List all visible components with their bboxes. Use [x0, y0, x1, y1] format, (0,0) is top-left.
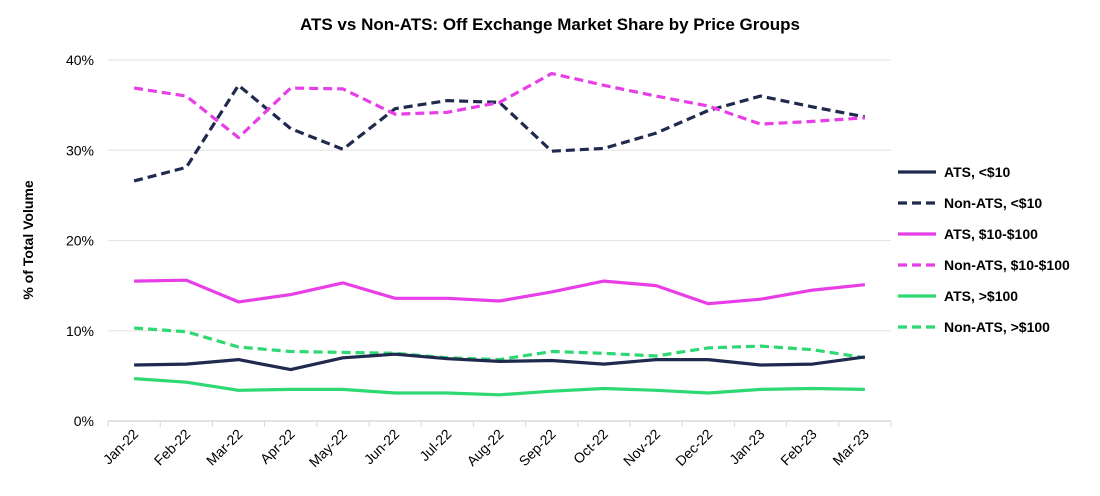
x-tick-label: May-22: [306, 426, 350, 470]
x-tick-label: Feb-22: [151, 426, 194, 469]
legend-label: ATS, $10-$100: [944, 226, 1038, 242]
legend-label: Non-ATS, $10-$100: [944, 257, 1070, 273]
x-tick-label: Feb-23: [777, 426, 820, 469]
series-line-1: [133, 83, 866, 183]
legend-label: ATS, <$10: [944, 164, 1010, 180]
y-tick-label: 10%: [66, 323, 94, 339]
series-line-3: [133, 71, 866, 140]
x-tick-label: Nov-22: [620, 426, 663, 469]
y-tick-label: 20%: [66, 233, 94, 249]
x-tick-label: Jun-22: [361, 426, 403, 468]
x-tick-label: Aug-22: [463, 426, 506, 469]
legend-label: Non-ATS, <$10: [944, 195, 1042, 211]
series-line-4: [133, 377, 865, 397]
x-tick-label: Sep-22: [516, 426, 559, 469]
legend-label: ATS, >$100: [944, 288, 1018, 304]
legend-item: ATS, $10-$100: [898, 226, 1038, 242]
series-line-2: [134, 278, 866, 306]
series-line-5: [133, 326, 866, 362]
chart-title: ATS vs Non-ATS: Off Exchange Market Shar…: [300, 15, 800, 34]
x-tick-label: Apr-22: [257, 426, 298, 467]
series-line-0: [134, 352, 866, 372]
x-tick-label: Mar-22: [203, 426, 246, 469]
legend-item: Non-ATS, $10-$100: [898, 257, 1070, 273]
legend: ATS, <$10 Non-ATS, <$10 ATS, $10-$100 Non-A…: [898, 164, 1070, 335]
legend-label: Non-ATS, >$100: [944, 319, 1050, 335]
y-tick-label: 40%: [66, 52, 94, 68]
y-tick-label: 30%: [66, 142, 94, 158]
x-tick-label: Oct-22: [570, 426, 611, 467]
legend-item: ATS, <$10: [898, 164, 1010, 180]
legend-item: Non-ATS, >$100: [898, 319, 1050, 335]
legend-item: ATS, >$100: [898, 288, 1018, 304]
x-tick-label: Dec-22: [672, 426, 715, 469]
legend-item: Non-ATS, <$10: [898, 195, 1042, 211]
y-tick-label: 0%: [74, 413, 94, 429]
x-tick-label: Jan-22: [100, 426, 142, 468]
x-tick-label: Jan-23: [726, 426, 768, 468]
x-tick-label: Jul-22: [416, 426, 454, 464]
x-tick-label: Mar-23: [829, 426, 872, 469]
y-axis-label: % of Total Volume: [20, 180, 36, 299]
